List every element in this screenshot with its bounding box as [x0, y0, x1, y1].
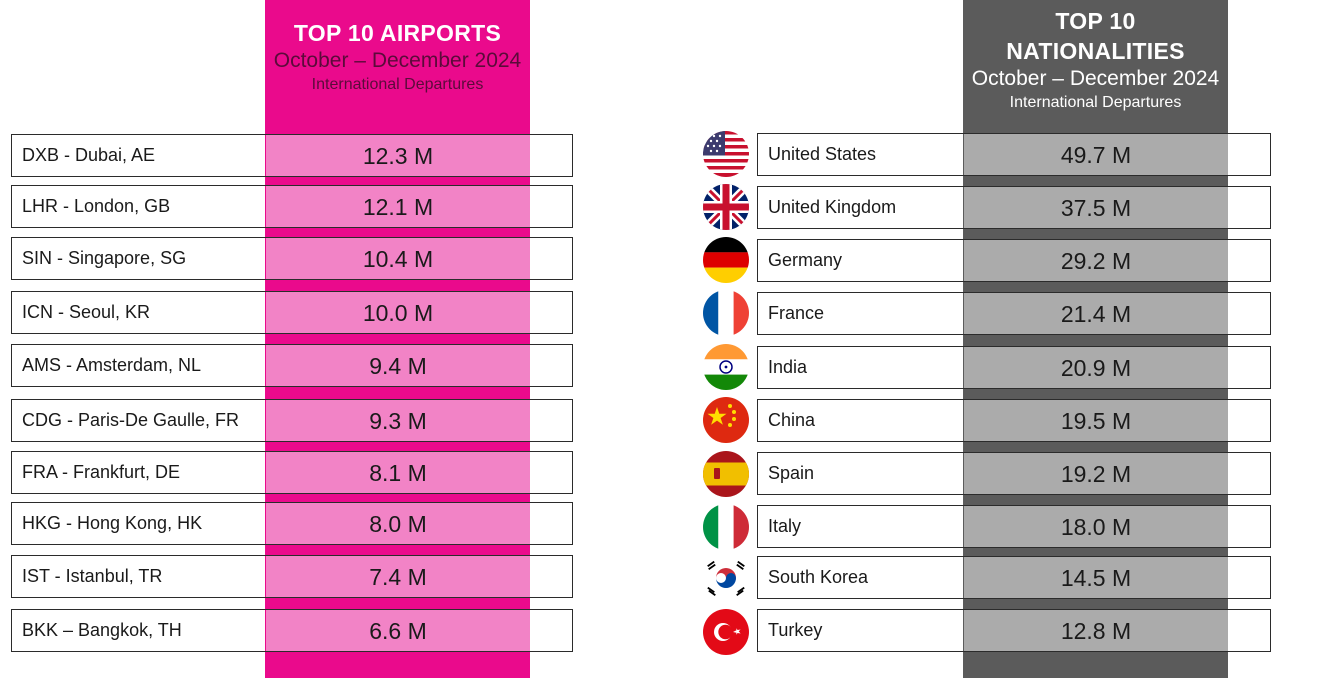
airport-value-cell [266, 135, 530, 176]
airport-value: 12.1 M [362, 194, 434, 220]
nationality-row: Italy 18.0 M [757, 505, 1271, 548]
airport-value-cell [266, 556, 530, 597]
airports-header: TOP 10 AIRPORTS October – December 2024 … [265, 19, 530, 96]
nationalities-subtitle: International Departures [1009, 94, 1182, 111]
airport-name: IST - Istanbul, TR [22, 566, 163, 586]
nationality-row: India 20.9 M [757, 346, 1271, 389]
nationality-name: China [768, 410, 816, 430]
airport-value-cell [266, 238, 530, 279]
spain-flag-icon [703, 451, 749, 497]
airport-row: SIN - Singapore, SG 10.4 M [11, 237, 573, 280]
nationality-row: France 21.4 M [757, 292, 1271, 335]
nationality-name: Spain [768, 463, 815, 483]
nationality-value-cell [964, 347, 1228, 388]
airports-subtitle: International Departures [311, 76, 484, 93]
nationality-row: United States 49.7 M [757, 133, 1271, 176]
south-korea-flag-icon [703, 555, 749, 601]
nationality-value: 18.0 M [1060, 514, 1132, 540]
nationality-name: Germany [768, 250, 843, 270]
airport-row: AMS - Amsterdam, NL 9.4 M [11, 344, 573, 387]
airport-name: BKK – Bangkok, TH [22, 620, 182, 640]
airport-name: CDG - Paris-De Gaulle, FR [22, 410, 240, 430]
airport-row: CDG - Paris-De Gaulle, FR 9.3 M [11, 399, 573, 442]
nationality-value-cell [964, 557, 1228, 598]
nationality-row: China 19.5 M [757, 399, 1271, 442]
nationality-value: 20.9 M [1060, 355, 1132, 381]
airport-value-cell [266, 292, 530, 333]
nationalities-title-line1: TOP 10 [1055, 8, 1136, 34]
airport-name: SIN - Singapore, SG [22, 248, 187, 268]
airport-value: 9.4 M [369, 353, 427, 379]
airport-value-cell [266, 186, 530, 227]
nationality-value-cell [964, 187, 1228, 228]
nationality-value-cell [964, 506, 1228, 547]
airport-name: LHR - London, GB [22, 196, 171, 216]
nationality-row: Spain 19.2 M [757, 452, 1271, 495]
airport-row: FRA - Frankfurt, DE 8.1 M [11, 451, 573, 494]
nationality-name: France [768, 303, 825, 323]
airport-row: HKG - Hong Kong, HK 8.0 M [11, 502, 573, 545]
airport-row: LHR - London, GB 12.1 M [11, 185, 573, 228]
nationality-name: Italy [768, 516, 802, 536]
nationality-value: 49.7 M [1060, 142, 1132, 168]
italy-flag-icon [703, 504, 749, 550]
airport-value: 6.6 M [369, 618, 427, 644]
nationality-row: Germany 29.2 M [757, 239, 1271, 282]
airport-name: ICN - Seoul, KR [22, 302, 151, 322]
nationality-name: United States [768, 144, 877, 164]
airport-value-cell [266, 503, 530, 544]
nationalities-title-line2: NATIONALITIES [1006, 38, 1185, 64]
airports-period: October – December 2024 [273, 49, 522, 72]
nationality-name: India [768, 357, 808, 377]
nationality-value: 14.5 M [1060, 565, 1132, 591]
airport-value: 8.1 M [369, 460, 427, 486]
nationality-name: South Korea [768, 567, 869, 587]
airport-value-cell [266, 400, 530, 441]
nationality-value: 19.5 M [1060, 408, 1132, 434]
airport-row: DXB - Dubai, AE 12.3 M [11, 134, 573, 177]
nationality-value-cell [964, 134, 1228, 175]
airport-value: 9.3 M [369, 408, 427, 434]
airport-name: AMS - Amsterdam, NL [22, 355, 202, 375]
india-flag-icon [703, 344, 749, 390]
airport-value: 12.3 M [362, 143, 434, 169]
nationality-value-cell [964, 293, 1228, 334]
nationality-value-cell [964, 610, 1228, 651]
airport-value: 10.0 M [362, 300, 434, 326]
uk-flag-icon [703, 184, 749, 230]
airport-value-cell [266, 452, 530, 493]
nationality-value: 19.2 M [1060, 461, 1132, 487]
nationality-row: Turkey 12.8 M [757, 609, 1271, 652]
airport-name: DXB - Dubai, AE [22, 145, 156, 165]
nationality-row: South Korea 14.5 M [757, 556, 1271, 599]
airport-row: IST - Istanbul, TR 7.4 M [11, 555, 573, 598]
germany-flag-icon [703, 237, 749, 283]
nationalities-header: TOP 10 NATIONALITIES October – December … [963, 6, 1228, 114]
nationality-name: United Kingdom [768, 197, 897, 217]
nationality-value-cell [964, 400, 1228, 441]
nationality-value-cell [964, 453, 1228, 494]
airport-value-cell [266, 610, 530, 651]
nationality-value: 21.4 M [1060, 301, 1132, 327]
nationality-value: 29.2 M [1060, 248, 1132, 274]
airport-name: HKG - Hong Kong, HK [22, 513, 203, 533]
airport-value: 10.4 M [362, 246, 434, 272]
china-flag-icon [703, 397, 749, 443]
airport-value: 7.4 M [369, 564, 427, 590]
france-flag-icon [703, 290, 749, 336]
nationality-value: 12.8 M [1060, 618, 1132, 644]
airport-row: ICN - Seoul, KR 10.0 M [11, 291, 573, 334]
us-flag-icon [703, 131, 749, 177]
nationality-value: 37.5 M [1060, 195, 1132, 221]
nationalities-period: October – December 2024 [971, 67, 1220, 90]
airports-title: TOP 10 AIRPORTS [293, 20, 502, 46]
nationality-value-cell [964, 240, 1228, 281]
airport-value: 8.0 M [369, 511, 427, 537]
nationality-name: Turkey [768, 620, 823, 640]
airport-name: FRA - Frankfurt, DE [22, 462, 181, 482]
airport-row: BKK – Bangkok, TH 6.6 M [11, 609, 573, 652]
turkey-flag-icon [703, 609, 749, 655]
airport-value-cell [266, 345, 530, 386]
nationality-row: United Kingdom 37.5 M [757, 186, 1271, 229]
